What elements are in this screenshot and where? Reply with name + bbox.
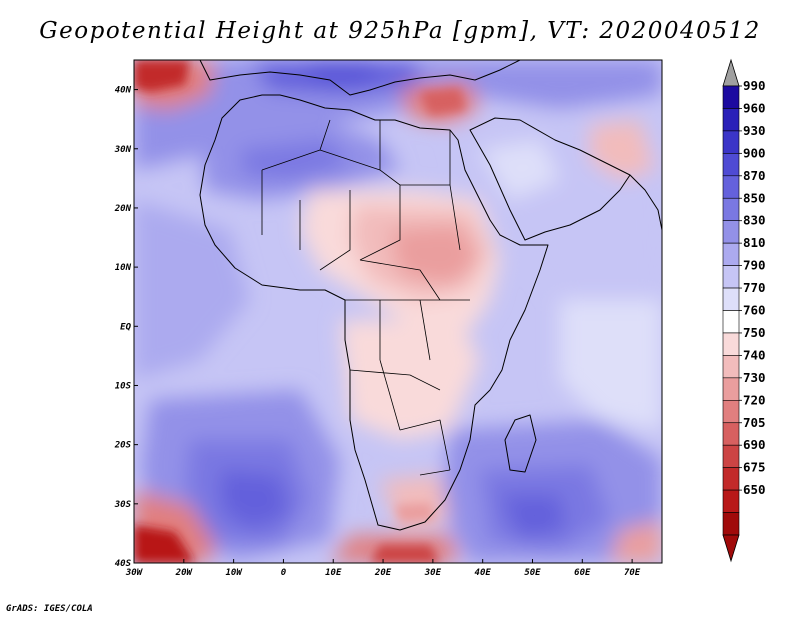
grads-credit: GrADS: IGES/COLA — [6, 604, 93, 614]
colorbar-label: 830 — [743, 213, 766, 228]
colorbar-label: 730 — [743, 370, 766, 385]
lon-axis: 30W 20W 10W 0 10E 20E 30E 40E 50E 60E 70E — [125, 559, 641, 578]
map-title: Geopotential Height at 925hPa [gpm], VT:… — [39, 18, 761, 44]
india-coastline — [629, 174, 662, 231]
madagascar — [504, 414, 537, 473]
colorbar-swatch — [722, 489, 740, 513]
lon-tick-label: 0 — [281, 568, 287, 578]
lon-tick-label: 20W — [175, 568, 194, 578]
colorbar-swatch — [722, 175, 740, 199]
colorbar-bottom-triangle — [722, 534, 740, 563]
lon-tick-label: 50E — [524, 568, 541, 578]
colorbar-swatch — [722, 85, 740, 109]
colorbar-swatch — [722, 310, 740, 334]
colorbar-label: 960 — [743, 100, 766, 115]
colorbar-swatch — [722, 355, 740, 379]
lon-tick-label: 10E — [325, 568, 342, 578]
lat-tick-label: 40N — [115, 86, 132, 96]
colorbar-swatches — [722, 58, 740, 563]
lat-tick-label: 40S — [115, 559, 132, 569]
lat-tick-label: 20S — [114, 441, 132, 451]
lon-tick-label: 30W — [125, 568, 144, 578]
lat-tick-label: 10N — [115, 263, 132, 273]
colorbar-swatch — [722, 197, 740, 222]
colorbar-label: 740 — [743, 347, 766, 362]
colorbar-label: 930 — [743, 123, 766, 138]
colorbar-label: 990 — [743, 78, 766, 93]
lat-tick-label: 30N — [114, 145, 132, 155]
colorbar-label: 675 — [743, 460, 766, 475]
colorbar-label: 720 — [743, 392, 766, 407]
colorbar-swatch — [722, 444, 740, 468]
colorbar-labels: 990 960 930 900 870 850 830 810 790 770 760 750 740 7… — [739, 78, 766, 497]
colorbar-top-triangle — [722, 58, 740, 87]
colorbar-label: 705 — [743, 415, 766, 430]
country-borders — [261, 119, 470, 476]
colorbar-swatch — [722, 153, 740, 177]
colorbar-swatch — [722, 332, 740, 356]
lon-tick-label: 20E — [374, 568, 392, 578]
geopotential-field — [134, 60, 662, 563]
lat-tick-label: EQ — [120, 322, 131, 332]
lon-tick-label: 70E — [624, 568, 641, 578]
colorbar-swatch — [722, 242, 740, 266]
europe-coastline — [199, 60, 521, 96]
colorbar-swatch — [722, 377, 740, 401]
lon-tick-label: 30E — [424, 568, 442, 578]
lon-tick-label: 10W — [225, 568, 243, 578]
colorbar-swatch — [722, 467, 740, 491]
colorbar-label: 810 — [743, 235, 766, 250]
colorbar-label: 900 — [743, 145, 766, 160]
lat-tick-label: 10S — [115, 381, 132, 391]
colorbar-label: 760 — [743, 303, 766, 318]
lat-axis: 40S 30S 20S 10S EQ 10N 20N 30N 40N — [114, 86, 138, 569]
colorbar-swatch — [722, 130, 740, 154]
colorbar-label: 870 — [743, 168, 766, 183]
colorbar-label: 750 — [743, 325, 766, 340]
colorbar-label: 850 — [743, 190, 766, 205]
lat-tick-label: 20N — [114, 204, 132, 214]
coastlines — [199, 60, 662, 531]
colorbar-label: 790 — [743, 258, 766, 273]
colorbar-label: 770 — [743, 280, 766, 295]
colorbar-swatch — [722, 512, 740, 536]
colorbar-swatch — [722, 422, 740, 446]
colorbar-swatch — [722, 108, 740, 132]
africa-coastline — [199, 94, 549, 531]
lon-tick-label: 60E — [574, 568, 591, 578]
colorbar-swatch — [722, 399, 740, 424]
lat-tick-label: 30S — [114, 500, 132, 510]
colorbar-label: 650 — [743, 482, 766, 497]
plot-frame — [133, 59, 663, 564]
arabia-coastline — [469, 117, 631, 241]
lon-tick-label: 40E — [475, 568, 492, 578]
colorbar-swatch — [722, 287, 740, 311]
colorbar-swatch — [722, 265, 740, 289]
colorbar-label: 690 — [743, 437, 766, 452]
colorbar-swatch — [722, 220, 740, 244]
